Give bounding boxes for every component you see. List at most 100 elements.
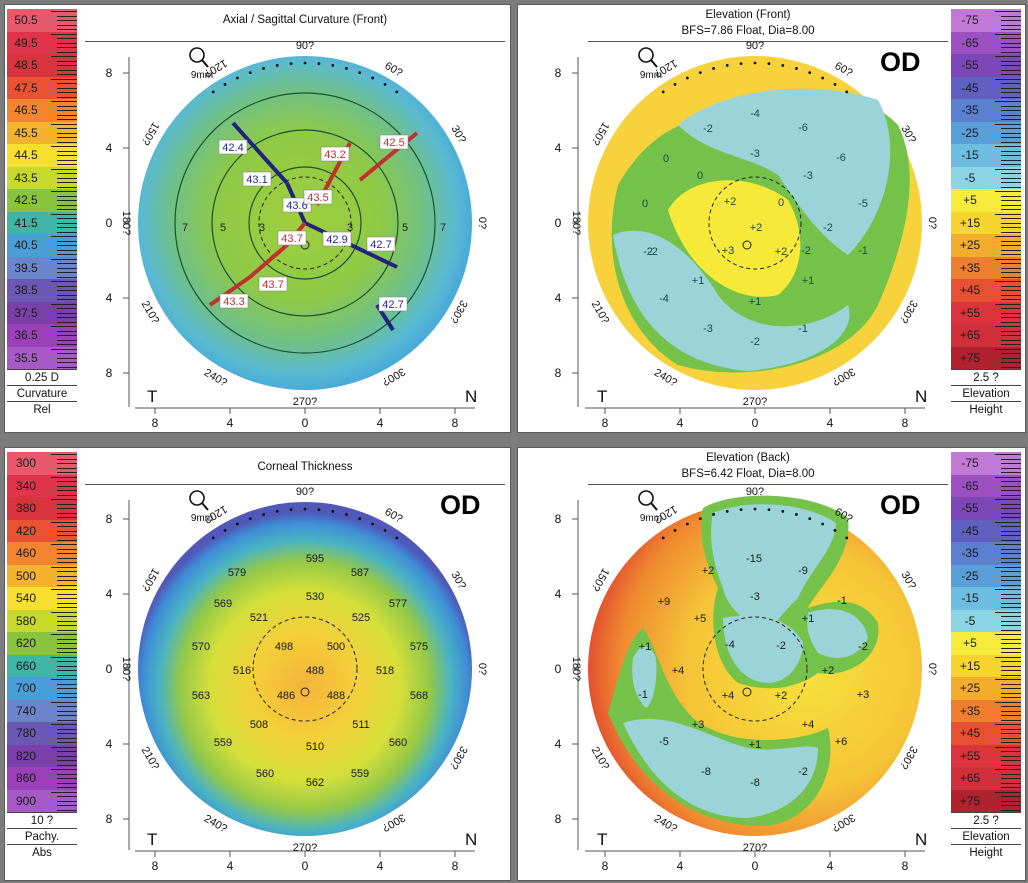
scale-value: +25 xyxy=(959,238,981,252)
scale-tick xyxy=(1001,584,1021,586)
curvature-reading: 42.7 xyxy=(378,296,408,312)
map-value: +6 xyxy=(835,736,848,748)
magnifier-icon[interactable] xyxy=(638,490,658,511)
scale-swatch: -15 xyxy=(951,587,1021,610)
map-value: -3 xyxy=(703,323,713,335)
scale-value: 780 xyxy=(15,726,37,740)
scale-tick xyxy=(57,526,77,527)
scale-tick xyxy=(995,544,1021,545)
scale-tick xyxy=(1001,222,1021,224)
elevation-color-scale: -75 -65 -55 -45 -35 -25 -15 -5 +5 +15 +25 +35 +45 +55… xyxy=(951,452,1021,861)
scale-tick xyxy=(995,746,1021,748)
scale-tick xyxy=(57,472,77,473)
map-value: 0 xyxy=(663,153,669,165)
scale-tick xyxy=(57,809,77,811)
scale-tick xyxy=(57,294,77,296)
y-tick-label: 8 xyxy=(106,66,113,80)
scale-tick xyxy=(1001,562,1021,563)
scale-tick xyxy=(1001,733,1021,734)
scale-tick xyxy=(57,688,77,689)
magnifier-icon[interactable] xyxy=(189,490,209,511)
scale-tick xyxy=(57,706,77,707)
scale-tick xyxy=(1001,490,1021,491)
scale-tick xyxy=(1001,467,1021,469)
angle-label: 0? xyxy=(476,217,488,229)
scale-tick xyxy=(1001,74,1021,75)
x-tick-label: 4 xyxy=(827,416,834,430)
angle-label: 90? xyxy=(296,40,314,52)
angle-label: 0? xyxy=(476,663,488,675)
scale-swatch: -65 xyxy=(951,474,1021,497)
rim-dot xyxy=(358,71,362,75)
rim-dot xyxy=(303,507,307,511)
scale-value: +65 xyxy=(959,771,981,785)
magnifier-icon[interactable] xyxy=(638,47,658,68)
svg-text:42.9: 42.9 xyxy=(326,234,347,246)
scale-caption: Height xyxy=(951,401,1021,418)
zoom-label: 9mm xyxy=(191,513,213,524)
scale-tick xyxy=(57,285,77,287)
x-tick-label: 8 xyxy=(452,859,459,873)
curvature-reading: 42.5 xyxy=(379,134,409,150)
scale-tick xyxy=(1001,706,1021,707)
rim-dot xyxy=(725,510,729,513)
scale-value: -55 xyxy=(961,58,979,72)
meridian-segment xyxy=(248,243,289,279)
y-tick-label: 0 xyxy=(106,216,113,230)
scale-tick xyxy=(1001,778,1021,779)
scale-tick xyxy=(57,575,77,577)
scale-swatch: -5 xyxy=(951,609,1021,632)
scale-tick xyxy=(57,571,77,572)
scale-tick xyxy=(1001,764,1021,766)
scale-tick xyxy=(57,692,77,694)
scale-tick xyxy=(1001,150,1021,152)
title-divider xyxy=(85,41,505,42)
map-value: +1 xyxy=(802,613,815,625)
zone-label: 7 xyxy=(182,222,188,234)
scale-tick xyxy=(995,769,1021,770)
scale-value: 500 xyxy=(15,568,37,583)
eye-label: OD xyxy=(880,47,921,77)
rim-dot xyxy=(661,90,665,94)
zone-ring-3mm xyxy=(248,166,362,280)
scale-tick xyxy=(57,195,77,197)
scale-tick xyxy=(57,299,77,300)
scale-tick xyxy=(57,83,77,84)
scale-tick xyxy=(1001,692,1021,694)
scale-value: 36.5 xyxy=(14,328,38,342)
x-tick-label: 4 xyxy=(677,859,684,873)
rim-dot xyxy=(395,90,399,94)
rim-dot xyxy=(781,510,785,513)
scale-swatch: +75 xyxy=(951,789,1021,812)
scale-swatch: 35.5 xyxy=(7,346,77,369)
angle-label: 270? xyxy=(743,396,767,408)
map-value: -4 xyxy=(750,108,760,120)
scale-tick xyxy=(57,485,77,487)
scale-tick xyxy=(1001,458,1021,460)
scale-value: -55 xyxy=(961,501,979,515)
svg-text:43.7: 43.7 xyxy=(262,279,283,291)
map-value: +3 xyxy=(722,245,735,257)
scale-tick xyxy=(57,800,77,802)
scale-tick xyxy=(57,782,77,784)
map-value: 595 xyxy=(306,553,324,565)
scale-caption: Curvature xyxy=(7,385,77,402)
x-tick-label: 8 xyxy=(602,859,609,873)
scale-tick xyxy=(995,303,1021,305)
low-zone-right xyxy=(807,609,868,658)
scale-tick xyxy=(57,805,77,806)
scale-value: -25 xyxy=(961,568,979,583)
magnifier-icon[interactable] xyxy=(189,47,209,68)
scale-caption: Pachy. xyxy=(7,828,77,845)
scale-tick xyxy=(1001,231,1021,233)
map-value: +2 xyxy=(724,196,737,208)
scale-tick xyxy=(57,38,77,39)
scale-tick xyxy=(57,132,77,134)
rim-dot xyxy=(753,61,757,65)
scale-swatch: -75 xyxy=(951,452,1021,475)
scale-tick xyxy=(57,508,77,509)
angle-label: 150? xyxy=(139,566,162,593)
rim-dot xyxy=(248,517,252,521)
rim-dot xyxy=(673,529,677,532)
rim-dot xyxy=(821,522,825,526)
